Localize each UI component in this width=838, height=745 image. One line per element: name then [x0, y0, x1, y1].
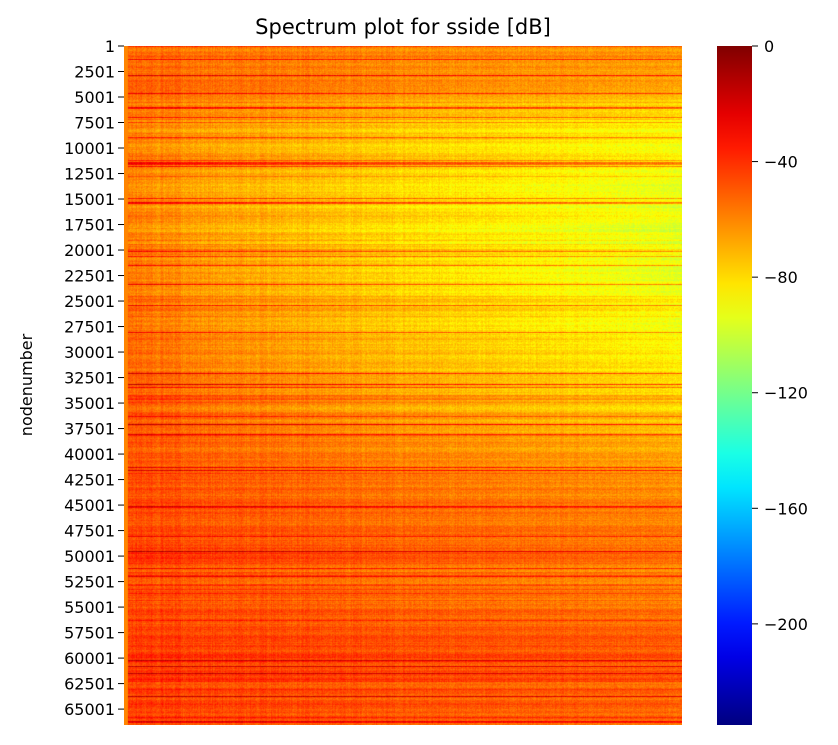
y-tick-label: 35001 — [64, 394, 115, 413]
colorbar — [717, 46, 752, 725]
colorbar-tick-label: −120 — [764, 384, 808, 403]
y-tick-label: 60001 — [64, 649, 115, 668]
y-tick-label: 47501 — [64, 522, 115, 541]
y-tick-label: 7501 — [74, 114, 115, 133]
y-tick-label: 50001 — [64, 547, 115, 566]
y-tick-label: 1 — [105, 37, 115, 56]
y-tick-label: 27501 — [64, 318, 115, 337]
y-tick-label: 12501 — [64, 165, 115, 184]
y-tick-label: 22501 — [64, 267, 115, 286]
y-tick-label: 32501 — [64, 369, 115, 388]
y-axis-label: nodenumber — [17, 333, 36, 436]
colorbar-axis: 0 −40 −80 −120 −160 −200 — [752, 37, 808, 634]
y-tick-label: 52501 — [64, 573, 115, 592]
y-tick-label: 45001 — [64, 496, 115, 515]
y-tick-label: 30001 — [64, 343, 115, 362]
y-tick-label: 62501 — [64, 675, 115, 694]
y-tick-label: 42501 — [64, 471, 115, 490]
y-tick-label: 25001 — [64, 292, 115, 311]
y-tick-label: 15001 — [64, 190, 115, 209]
y-tick-label: 40001 — [64, 445, 115, 464]
y-tick-label: 10001 — [64, 139, 115, 158]
y-tick-label: 37501 — [64, 420, 115, 439]
colorbar-tick-label: −160 — [764, 499, 808, 518]
colorbar-tick-label: −40 — [764, 153, 798, 172]
heatmap-raster — [124, 46, 682, 725]
colorbar-tick-label: −80 — [764, 268, 798, 287]
y-tick-label: 2501 — [74, 63, 115, 82]
y-tick-label: 55001 — [64, 598, 115, 617]
y-tick-label: 17501 — [64, 216, 115, 235]
y-tick-label: 5001 — [74, 88, 115, 107]
colorbar-tick-label: 0 — [764, 37, 774, 56]
y-tick-label: 65001 — [64, 700, 115, 719]
y-tick-label: 20001 — [64, 241, 115, 260]
colorbar-tick-label: −200 — [764, 615, 808, 634]
heatmap-cells — [124, 46, 682, 725]
chart-title: Spectrum plot for sside [dB] — [255, 15, 551, 39]
y-axis: 1250150017501100011250115001175012000122… — [64, 37, 124, 719]
y-tick-label: 57501 — [64, 624, 115, 643]
